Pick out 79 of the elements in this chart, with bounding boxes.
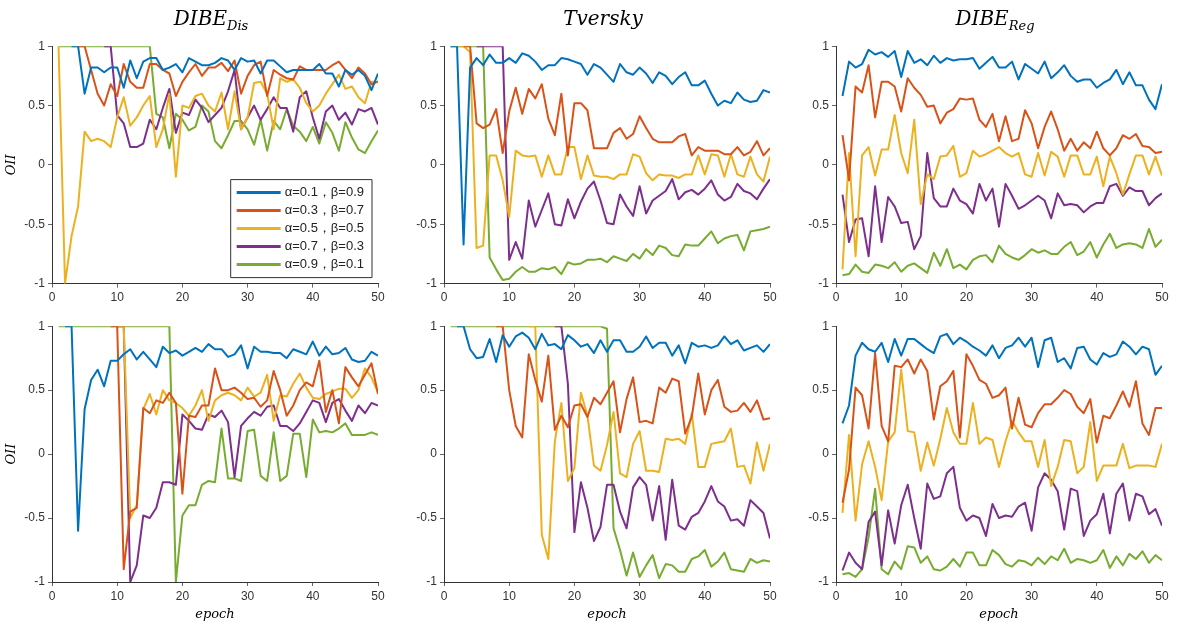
x-tick-label: 10 — [110, 588, 125, 603]
x-tick-label: 50 — [1155, 588, 1169, 603]
y-tick-label: 0 — [822, 157, 830, 172]
y-tick-label: 1 — [430, 38, 438, 53]
y-tick-label: 0.5 — [812, 382, 830, 397]
y-tick-label: 0 — [38, 446, 46, 461]
x-axis-title: epoch — [979, 605, 1019, 621]
y-tick-label: -0.5 — [808, 510, 830, 525]
y-tick-label: 0.5 — [28, 97, 46, 112]
x-tick-label: 40 — [1090, 588, 1104, 603]
x-tick-label: 30 — [1024, 588, 1039, 603]
x-tick-label: 20 — [567, 290, 582, 305]
chart-title: DIBE$_{Dis}$ — [172, 5, 250, 35]
legend-label: α=0.9，β=0.1 — [284, 256, 365, 272]
y-tick-label: 0 — [430, 446, 438, 461]
y-tick-label: 1 — [38, 318, 46, 333]
y-tick-label: 1 — [430, 318, 438, 333]
x-tick-label: 0 — [832, 588, 840, 603]
y-tick-label: 0.5 — [28, 382, 46, 397]
legend-label: α=0.5，β=0.5 — [284, 220, 365, 236]
x-tick-label: 30 — [240, 588, 255, 603]
y-tick-label: 0.5 — [812, 97, 830, 112]
y-tick-label: 0 — [822, 446, 830, 461]
y-tick-label: -1 — [818, 275, 830, 290]
x-tick-label: 50 — [1155, 290, 1169, 305]
x-tick-label: 40 — [1090, 290, 1104, 305]
y-tick-label: -0.5 — [808, 216, 830, 231]
x-tick-label: 20 — [567, 588, 582, 603]
chart-title: Tversky — [562, 5, 644, 32]
y-tick-label: -1 — [34, 275, 46, 290]
x-tick-label: 20 — [959, 290, 974, 305]
legend-label: α=0.3，β=0.7 — [284, 202, 365, 218]
y-tick-label: 0.5 — [420, 97, 438, 112]
y-tick-label: 0 — [430, 157, 438, 172]
y-tick-label: -0.5 — [416, 216, 438, 231]
x-tick-label: 10 — [894, 290, 909, 305]
legend-label: α=0.7，β=0.3 — [284, 238, 365, 254]
x-tick-label: 40 — [698, 588, 712, 603]
x-tick-label: 30 — [1024, 290, 1039, 305]
chart-title: DIBE$_{Reg}$ — [954, 5, 1036, 35]
y-tick-label: 0 — [38, 157, 46, 172]
x-tick-label: 40 — [306, 290, 320, 305]
x-tick-label: 30 — [240, 290, 255, 305]
x-tick-label: 20 — [175, 290, 190, 305]
x-tick-label: 0 — [48, 290, 56, 305]
x-tick-label: 0 — [832, 290, 840, 305]
x-tick-label: 50 — [371, 588, 385, 603]
x-axis-title: epoch — [195, 605, 235, 621]
x-tick-label: 10 — [502, 290, 517, 305]
x-tick-label: 30 — [632, 588, 647, 603]
x-axis-title: epoch — [587, 605, 627, 621]
y-tick-label: -0.5 — [24, 216, 46, 231]
x-tick-label: 0 — [440, 588, 448, 603]
x-tick-label: 40 — [698, 290, 712, 305]
x-tick-label: 20 — [959, 588, 974, 603]
x-tick-label: 0 — [48, 588, 56, 603]
y-tick-label: 1 — [822, 38, 830, 53]
x-tick-label: 50 — [763, 290, 777, 305]
x-tick-label: 50 — [371, 290, 385, 305]
legend-label: α=0.1，β=0.9 — [284, 184, 365, 200]
y-tick-label: -1 — [34, 574, 46, 589]
y-tick-label: 1 — [38, 38, 46, 53]
x-tick-label: 10 — [894, 588, 909, 603]
x-tick-label: 20 — [175, 588, 190, 603]
x-tick-label: 10 — [502, 588, 517, 603]
y-tick-label: 0.5 — [420, 382, 438, 397]
x-tick-label: 40 — [306, 588, 320, 603]
x-tick-label: 0 — [440, 290, 448, 305]
x-tick-label: 10 — [110, 290, 125, 305]
y-axis-title: OII — [3, 153, 19, 176]
y-tick-label: -0.5 — [416, 510, 438, 525]
y-tick-label: -1 — [426, 574, 438, 589]
y-axis-title: OII — [3, 442, 19, 465]
y-tick-label: -1 — [426, 275, 438, 290]
x-tick-label: 30 — [632, 290, 647, 305]
x-tick-label: 50 — [763, 588, 777, 603]
y-tick-label: 1 — [822, 318, 830, 333]
y-tick-label: -0.5 — [24, 510, 46, 525]
y-tick-label: -1 — [818, 574, 830, 589]
